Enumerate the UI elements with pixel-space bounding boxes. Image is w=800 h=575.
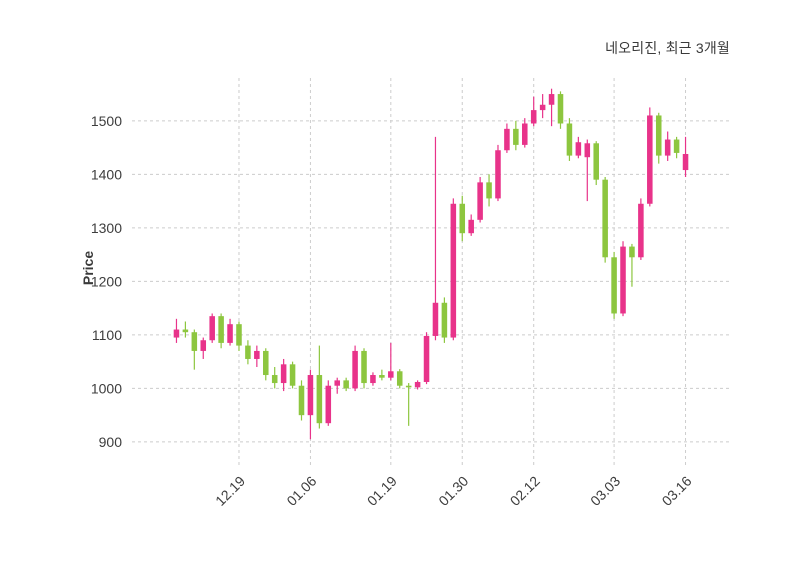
candle-up	[522, 123, 528, 145]
candle-up	[450, 203, 457, 338]
candle-up	[334, 380, 340, 386]
candle-up	[423, 335, 430, 382]
candle-down	[655, 115, 662, 156]
grid-layer	[132, 78, 730, 466]
candle-down	[182, 329, 189, 333]
candle-up	[227, 324, 233, 343]
candle-down	[396, 371, 403, 386]
candle-down	[486, 182, 492, 199]
candle-up	[200, 340, 207, 351]
candle-down	[289, 364, 296, 386]
candle-down	[441, 302, 448, 338]
x-tick-label: 01.06	[283, 473, 319, 509]
y-tick-label: 1200	[91, 273, 122, 289]
candle-down	[593, 143, 599, 180]
candle-up	[539, 104, 546, 111]
candle-down	[236, 324, 242, 346]
x-tick-label: 01.30	[435, 473, 471, 509]
candle-down	[343, 380, 349, 389]
candle-up	[638, 203, 644, 258]
candle-up	[530, 110, 537, 124]
candle-down	[629, 246, 635, 258]
x-tick-label: 03.03	[587, 473, 623, 509]
candle-down	[557, 94, 564, 124]
x-tick-label: 03.16	[659, 473, 695, 509]
axis-labels: 900 1000 1100 1200 1300 1400 1500 12.19 01.06 01.…	[91, 113, 695, 509]
candle-down	[263, 350, 269, 376]
candle-up	[352, 350, 358, 389]
candle-up	[388, 371, 394, 378]
candle-down	[298, 385, 305, 416]
candle-up	[575, 142, 582, 156]
candle-down	[673, 139, 680, 153]
y-tick-label: 1000	[91, 380, 122, 396]
candle-up	[254, 350, 260, 359]
candle-down	[218, 316, 224, 343]
candle-up	[414, 381, 421, 388]
y-tick-label: 900	[99, 434, 123, 450]
candle-up	[584, 143, 591, 158]
candle-up	[477, 182, 483, 220]
candle-down	[379, 375, 385, 378]
x-tick-label: 12.19	[212, 473, 248, 509]
candle-up	[307, 375, 314, 416]
candle-down	[191, 332, 198, 351]
candle-up	[620, 246, 626, 314]
candle-down	[405, 385, 412, 388]
candle-down	[459, 203, 466, 234]
candle-down	[271, 375, 278, 384]
candle-up	[495, 150, 501, 199]
candle-down	[316, 375, 323, 424]
candle-down	[602, 179, 608, 258]
candle-up	[325, 385, 332, 424]
y-tick-label: 1400	[91, 166, 122, 182]
candle-up	[504, 128, 510, 151]
candle-up	[682, 153, 689, 171]
candle-layer	[173, 88, 689, 440]
x-tick-label: 01.19	[364, 473, 400, 509]
y-tick-label: 1500	[91, 113, 122, 129]
y-tick-label: 1100	[92, 327, 122, 343]
candle-down	[513, 128, 519, 145]
candle-up	[548, 94, 555, 105]
x-tick-label: 02.12	[507, 473, 543, 509]
candle-up	[647, 115, 653, 204]
candle-down	[611, 257, 617, 314]
candle-up	[432, 302, 439, 336]
candle-down	[566, 123, 573, 156]
candle-down	[361, 350, 367, 384]
candle-up	[173, 329, 180, 338]
candle-up	[468, 219, 474, 234]
y-tick-label: 1300	[91, 220, 122, 236]
candle-up	[280, 364, 287, 384]
chart-title: 네오리진, 최근 3개월	[605, 40, 730, 56]
candle-down	[245, 345, 251, 359]
candle-up	[664, 139, 671, 156]
candle-up	[209, 316, 215, 341]
candle-up	[370, 375, 376, 384]
